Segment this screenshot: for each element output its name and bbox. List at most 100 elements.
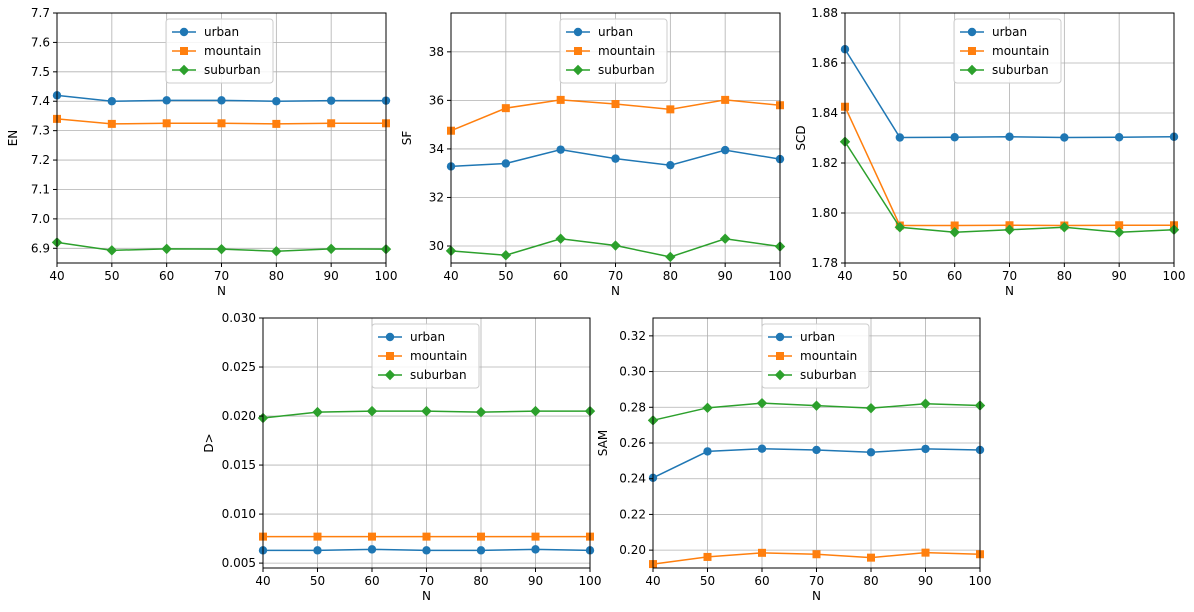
x-axis-label: N: [422, 589, 431, 603]
data-point-mountain: [501, 104, 510, 113]
legend: urban mountain suburban: [559, 18, 668, 84]
y-tick-label: 7.6: [31, 35, 50, 49]
data-point-suburban: [161, 243, 172, 255]
x-tick-label: 60: [947, 269, 962, 283]
x-tick-label: 100: [579, 574, 602, 588]
data-point-mountain: [721, 95, 730, 104]
legend-marker-mountain: [574, 47, 582, 55]
y-tick-label: 0.28: [619, 400, 646, 414]
x-tick-label: 70: [809, 574, 824, 588]
legend-label-mountain: mountain: [598, 44, 655, 58]
legend-label-mountain: mountain: [410, 349, 467, 363]
x-tick-label: 70: [1002, 269, 1017, 283]
data-point-mountain: [867, 553, 875, 562]
data-point-mountain: [666, 105, 675, 114]
legend-label-suburban: suburban: [598, 63, 655, 77]
x-tick-label: 70: [419, 574, 434, 588]
data-point-suburban: [555, 233, 566, 244]
legend-marker-mountain: [386, 352, 394, 360]
y-tick-label: 1.86: [811, 56, 838, 70]
legend-marker-suburban: [966, 64, 978, 76]
data-point-suburban: [500, 250, 512, 261]
data-point-mountain: [1115, 221, 1124, 230]
data-point-suburban: [865, 402, 877, 414]
legend-box: [761, 323, 870, 389]
legend-marker-urban: [573, 27, 583, 37]
data-point-urban: [162, 96, 171, 105]
data-point-urban: [107, 97, 117, 106]
data-point-mountain: [162, 119, 171, 128]
x-tick-label: 70: [608, 269, 623, 283]
y-tick-label: 7.4: [31, 94, 50, 108]
legend-marker-suburban: [178, 64, 190, 76]
data-point-suburban: [325, 243, 337, 255]
y-tick-label: 0.32: [619, 329, 646, 343]
data-point-suburban: [106, 245, 118, 256]
legend-marker-suburban: [774, 369, 786, 381]
x-tick-label: 80: [269, 269, 284, 283]
legend-marker-urban: [775, 332, 785, 342]
legend-marker-mountain: [180, 47, 188, 55]
data-point-urban: [666, 160, 675, 170]
data-point-suburban: [894, 222, 906, 233]
data-point-mountain: [477, 532, 485, 541]
x-tick-label: 60: [553, 269, 568, 283]
x-tick-label: 90: [528, 574, 543, 588]
data-point-mountain: [531, 532, 540, 541]
x-tick-label: 40: [443, 269, 458, 283]
data-point-suburban: [475, 406, 487, 418]
legend-marker-suburban: [572, 64, 584, 76]
x-tick-label: 90: [324, 269, 339, 283]
data-point-urban: [703, 447, 712, 456]
legend-marker-suburban: [384, 369, 396, 381]
legend-box: [559, 18, 668, 84]
x-tick-label: 50: [700, 574, 715, 588]
data-point-urban: [422, 546, 431, 555]
x-axis-label: N: [812, 589, 821, 603]
data-point-mountain: [107, 119, 116, 128]
data-point-mountain: [422, 532, 431, 541]
x-tick-label: 70: [214, 269, 229, 283]
legend-label-urban: urban: [410, 330, 445, 344]
legend-marker-mountain: [776, 352, 784, 360]
legend: urban mountain suburban: [371, 323, 480, 389]
x-axis-label: N: [611, 284, 620, 298]
data-point-urban: [611, 154, 620, 163]
x-tick-label: 90: [918, 574, 933, 588]
legend: urban mountain suburban: [761, 323, 870, 389]
data-point-mountain: [327, 119, 336, 128]
chart-panel-sf: 40 50 60 70 80 90 100 30 32 34 36 38 N SF urban mountai…: [400, 12, 791, 298]
y-tick-label: 0.020: [222, 409, 256, 423]
legend-label-urban: urban: [992, 25, 1027, 39]
legend-label-mountain: mountain: [800, 349, 857, 363]
x-tick-label: 80: [863, 574, 878, 588]
y-tick-label: 30: [429, 239, 444, 253]
data-point-suburban: [610, 240, 621, 251]
data-point-suburban: [811, 400, 822, 411]
y-axis-label: SF: [400, 131, 414, 146]
data-point-suburban: [421, 405, 432, 417]
y-axis-label: D>: [202, 433, 216, 452]
data-point-urban: [720, 145, 730, 155]
data-point-urban: [921, 444, 930, 454]
data-point-urban: [326, 96, 336, 105]
y-tick-label: 34: [429, 142, 444, 156]
data-point-suburban: [702, 402, 713, 414]
data-point-urban: [313, 546, 322, 555]
x-tick-label: 50: [104, 269, 119, 283]
x-tick-label: 100: [1163, 269, 1186, 283]
y-tick-label: 7.5: [31, 65, 50, 79]
data-point-suburban: [271, 246, 282, 257]
x-tick-label: 50: [310, 574, 325, 588]
chart-panel-d: 40 50 60 70 80 90 100 0.005 0.010 0.015 0.020 0.025…: [202, 311, 601, 603]
data-point-suburban: [949, 227, 960, 238]
legend-label-suburban: suburban: [992, 63, 1049, 77]
x-tick-label: 90: [1112, 269, 1127, 283]
y-tick-label: 6.9: [31, 241, 50, 255]
legend-label-urban: urban: [204, 25, 239, 39]
legend-label-urban: urban: [800, 330, 835, 344]
data-point-mountain: [313, 532, 322, 541]
y-tick-label: 1.78: [811, 256, 838, 270]
legend: urban mountain suburban: [953, 18, 1062, 84]
data-point-suburban: [1059, 222, 1070, 233]
